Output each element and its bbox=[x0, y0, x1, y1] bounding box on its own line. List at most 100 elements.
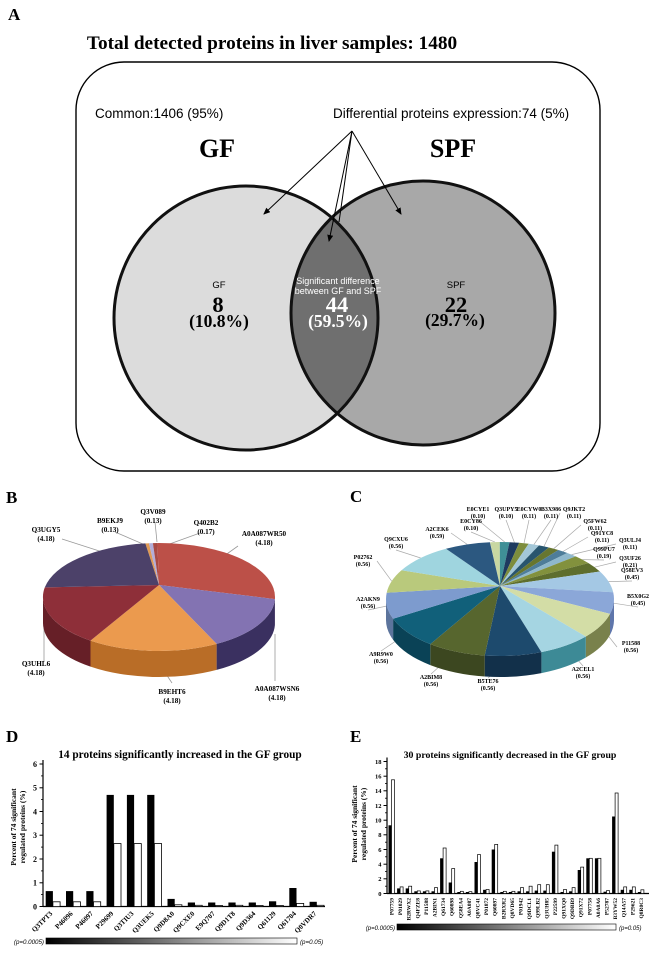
svg-text:Q91YC8: Q91YC8 bbox=[591, 531, 613, 537]
svg-text:E0CYE1: E0CYE1 bbox=[467, 507, 490, 513]
svg-text:B9EHT6: B9EHT6 bbox=[158, 688, 186, 696]
svg-text:0: 0 bbox=[378, 891, 381, 898]
svg-text:(4.18): (4.18) bbox=[163, 697, 181, 705]
svg-text:12: 12 bbox=[375, 803, 382, 810]
svg-text:Q4FZE8: Q4FZE8 bbox=[415, 898, 421, 919]
svg-text:Q9DCL1: Q9DCL1 bbox=[527, 898, 533, 920]
svg-text:6: 6 bbox=[33, 760, 37, 769]
svg-text:P01872: P01872 bbox=[484, 898, 490, 915]
svg-text:(p=0.05): (p=0.05) bbox=[619, 926, 642, 932]
svg-text:(0.11): (0.11) bbox=[567, 513, 581, 520]
svg-text:A0A087: A0A087 bbox=[467, 898, 473, 917]
svg-text:Q3UPY5: Q3UPY5 bbox=[495, 507, 518, 513]
svg-text:B2RXR2: B2RXR2 bbox=[501, 898, 507, 919]
svg-text:(0.11): (0.11) bbox=[588, 525, 602, 532]
svg-text:B2RWX2: B2RWX2 bbox=[407, 898, 413, 921]
svg-text:Q402B2: Q402B2 bbox=[194, 519, 219, 527]
svg-text:A2BIN1: A2BIN1 bbox=[433, 898, 439, 918]
svg-text:4: 4 bbox=[33, 807, 37, 816]
svg-text:(29.7%): (29.7%) bbox=[425, 310, 485, 330]
svg-text:regulated proteins (%): regulated proteins (%) bbox=[18, 790, 27, 863]
svg-text:P22599: P22599 bbox=[553, 898, 559, 915]
svg-text:(0.19): (0.19) bbox=[597, 553, 612, 560]
svg-text:16: 16 bbox=[375, 774, 382, 781]
svg-text:Q58EV3: Q58EV3 bbox=[621, 568, 643, 574]
svg-text:Percent of 74 significant: Percent of 74 significant bbox=[350, 785, 359, 863]
svg-text:E0CYW0: E0CYW0 bbox=[517, 507, 542, 513]
svg-text:Q99PU7: Q99PU7 bbox=[593, 547, 615, 553]
svg-text:Significant difference: Significant difference bbox=[296, 276, 379, 286]
svg-text:Q58EA4: Q58EA4 bbox=[458, 898, 464, 918]
svg-text:Q91XQ0: Q91XQ0 bbox=[562, 898, 568, 919]
svg-text:SPF: SPF bbox=[447, 280, 466, 291]
svg-text:between GF and SPF: between GF and SPF bbox=[295, 286, 382, 296]
svg-text:Q3UH85: Q3UH85 bbox=[544, 898, 550, 919]
svg-text:Q91X72: Q91X72 bbox=[579, 898, 585, 918]
svg-text:(0.11): (0.11) bbox=[522, 513, 536, 520]
svg-text:(0.45): (0.45) bbox=[625, 574, 640, 581]
svg-text:8: 8 bbox=[212, 292, 223, 317]
svg-text:(0.11): (0.11) bbox=[544, 513, 558, 520]
svg-text:B5TE76: B5TE76 bbox=[477, 679, 498, 685]
svg-text:(0.56): (0.56) bbox=[424, 681, 439, 688]
svg-text:(0.10): (0.10) bbox=[471, 513, 486, 520]
svg-text:A0A087WR50: A0A087WR50 bbox=[242, 530, 287, 538]
svg-text:2: 2 bbox=[378, 876, 381, 883]
svg-text:(p=0.0005): (p=0.0005) bbox=[14, 939, 44, 946]
svg-text:(10.8%): (10.8%) bbox=[189, 311, 249, 331]
svg-text:(0.56): (0.56) bbox=[576, 673, 591, 680]
svg-text:Q3UF26: Q3UF26 bbox=[619, 556, 641, 562]
svg-text:18: 18 bbox=[375, 759, 382, 766]
svg-text:P07758: P07758 bbox=[587, 898, 593, 915]
svg-text:A2CEL1: A2CEL1 bbox=[572, 667, 595, 673]
svg-text:5: 5 bbox=[33, 784, 37, 793]
svg-text:(4.18): (4.18) bbox=[255, 539, 273, 547]
svg-text:P01029: P01029 bbox=[398, 898, 404, 915]
svg-text:A2CEK6: A2CEK6 bbox=[425, 527, 448, 533]
svg-text:B5X0G2: B5X0G2 bbox=[627, 594, 649, 600]
svg-text:(4.18): (4.18) bbox=[268, 694, 286, 702]
svg-text:(0.10): (0.10) bbox=[464, 525, 479, 532]
svg-text:Q60898: Q60898 bbox=[450, 898, 456, 916]
svg-text:D: D bbox=[6, 727, 18, 746]
svg-text:(0.56): (0.56) bbox=[624, 647, 639, 654]
svg-text:regulated proteins (%): regulated proteins (%) bbox=[359, 787, 368, 860]
svg-text:P11588: P11588 bbox=[622, 641, 640, 647]
svg-text:GF: GF bbox=[199, 134, 235, 163]
svg-text:B: B bbox=[6, 488, 17, 507]
svg-text:Q5FW62: Q5FW62 bbox=[583, 519, 606, 525]
svg-text:Q8VC41: Q8VC41 bbox=[476, 898, 482, 919]
svg-text:30 proteins significantly decr: 30 proteins significantly decreased in t… bbox=[404, 750, 617, 761]
svg-text:Common:1406 (95%): Common:1406 (95%) bbox=[95, 106, 223, 121]
svg-text:Differential proteins expressi: Differential proteins expression:74 (5%) bbox=[333, 106, 569, 121]
svg-text:Q3V089: Q3V089 bbox=[140, 508, 166, 516]
svg-text:(0.56): (0.56) bbox=[374, 658, 389, 665]
svg-text:0: 0 bbox=[33, 902, 37, 911]
svg-text:(0.13): (0.13) bbox=[144, 517, 162, 525]
svg-text:A: A bbox=[8, 5, 21, 24]
svg-text:P01942: P01942 bbox=[519, 898, 525, 915]
svg-text:Total detected proteins in liv: Total detected proteins in liver samples… bbox=[87, 33, 457, 54]
svg-text:(p=0.0005): (p=0.0005) bbox=[366, 926, 395, 932]
svg-text:B3X986: B3X986 bbox=[541, 507, 561, 513]
svg-text:14 proteins significantly incr: 14 proteins significantly increased in t… bbox=[58, 749, 301, 761]
svg-text:C: C bbox=[350, 487, 362, 506]
svg-text:A2BIM8: A2BIM8 bbox=[420, 675, 442, 681]
svg-text:A0A087WSN6: A0A087WSN6 bbox=[255, 685, 300, 693]
svg-text:A0A0A6: A0A0A6 bbox=[596, 898, 602, 918]
svg-text:(0.11): (0.11) bbox=[623, 544, 637, 551]
svg-text:Q3ULJ4: Q3ULJ4 bbox=[619, 538, 641, 544]
svg-text:E0CY86: E0CY86 bbox=[460, 519, 482, 525]
svg-text:44: 44 bbox=[326, 292, 349, 317]
svg-text:Q9JKT2: Q9JKT2 bbox=[563, 507, 585, 513]
svg-text:Q3UGY5: Q3UGY5 bbox=[32, 526, 61, 534]
svg-text:(0.56): (0.56) bbox=[389, 543, 404, 550]
svg-text:(0.21): (0.21) bbox=[623, 562, 638, 569]
svg-text:Q9DBB9: Q9DBB9 bbox=[570, 898, 576, 919]
svg-text:(4.18): (4.18) bbox=[27, 669, 45, 677]
svg-text:Q60897: Q60897 bbox=[493, 898, 499, 916]
svg-text:Percent of 74 significant: Percent of 74 significant bbox=[9, 788, 18, 866]
svg-text:(0.11): (0.11) bbox=[595, 537, 609, 544]
svg-text:Q14A57: Q14A57 bbox=[622, 898, 628, 918]
svg-text:3: 3 bbox=[33, 831, 37, 840]
